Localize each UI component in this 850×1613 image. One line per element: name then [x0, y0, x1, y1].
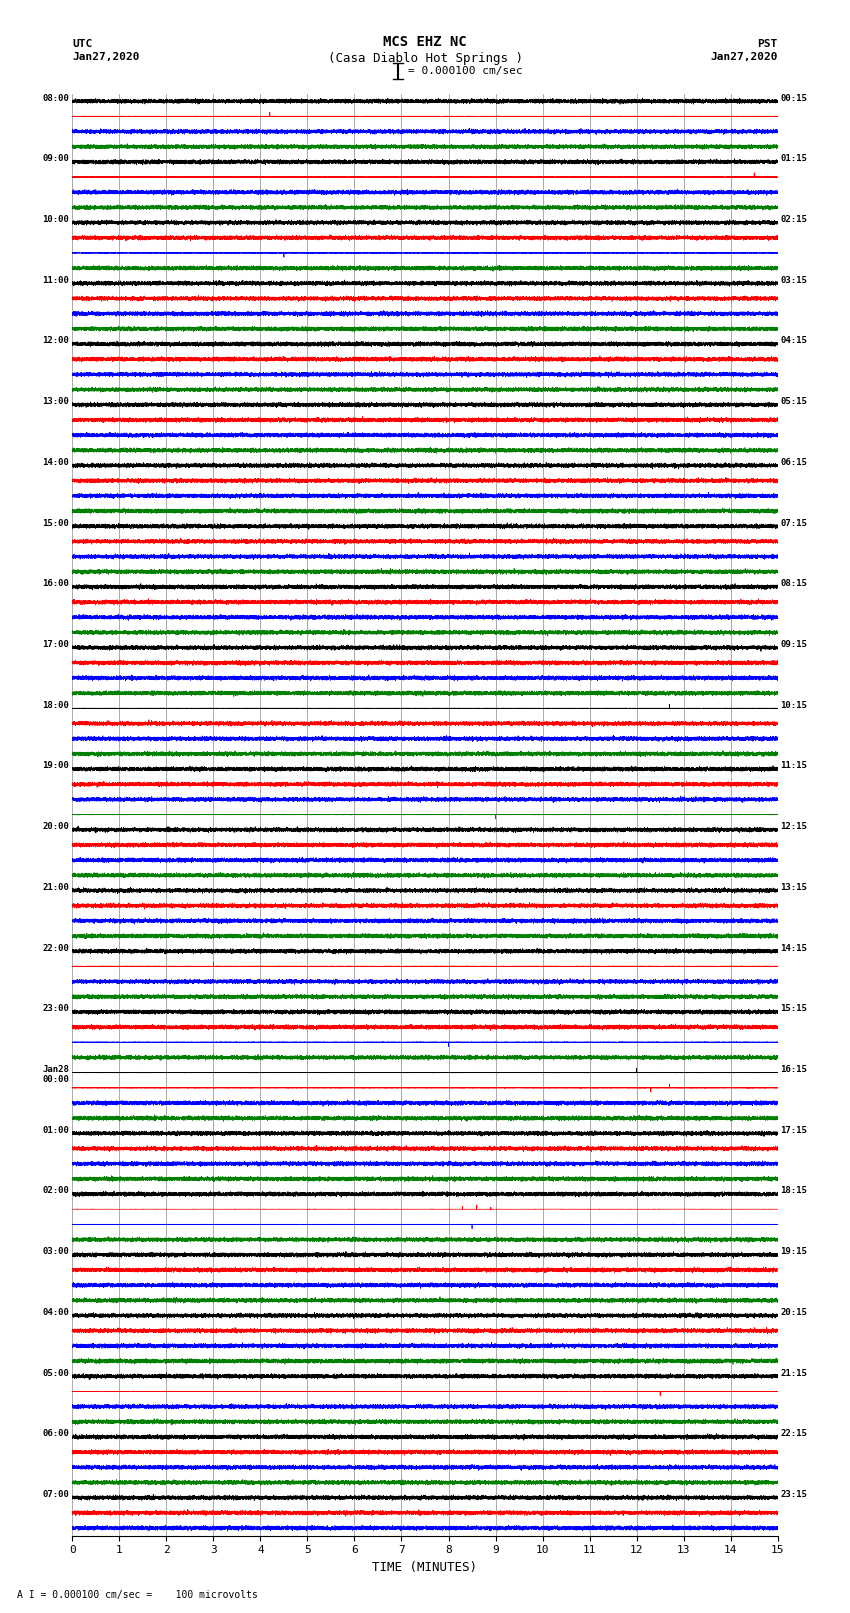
Text: 21:15: 21:15: [780, 1368, 808, 1378]
Text: 02:15: 02:15: [780, 215, 808, 224]
Text: 19:15: 19:15: [780, 1247, 808, 1257]
Text: 23:00: 23:00: [42, 1005, 70, 1013]
Text: Jan28
00:00: Jan28 00:00: [42, 1065, 70, 1084]
Text: 17:00: 17:00: [42, 640, 70, 648]
Text: 05:15: 05:15: [780, 397, 808, 406]
Text: 13:15: 13:15: [780, 882, 808, 892]
Text: 01:00: 01:00: [42, 1126, 70, 1134]
Text: 23:15: 23:15: [780, 1490, 808, 1498]
Text: 09:15: 09:15: [780, 640, 808, 648]
Text: 04:15: 04:15: [780, 337, 808, 345]
Text: 05:00: 05:00: [42, 1368, 70, 1378]
Text: 18:00: 18:00: [42, 700, 70, 710]
Text: 20:15: 20:15: [780, 1308, 808, 1316]
Text: 16:15: 16:15: [780, 1065, 808, 1074]
Text: MCS EHZ NC: MCS EHZ NC: [383, 35, 467, 50]
Text: 21:00: 21:00: [42, 882, 70, 892]
Text: 22:15: 22:15: [780, 1429, 808, 1439]
Text: 08:15: 08:15: [780, 579, 808, 589]
Text: 06:15: 06:15: [780, 458, 808, 466]
Text: 06:00: 06:00: [42, 1429, 70, 1439]
Text: 10:00: 10:00: [42, 215, 70, 224]
Text: = 0.000100 cm/sec: = 0.000100 cm/sec: [408, 66, 523, 76]
Text: 11:00: 11:00: [42, 276, 70, 286]
Text: 18:15: 18:15: [780, 1187, 808, 1195]
Text: 01:15: 01:15: [780, 155, 808, 163]
Text: 15:00: 15:00: [42, 518, 70, 527]
Text: 17:15: 17:15: [780, 1126, 808, 1134]
Text: 04:00: 04:00: [42, 1308, 70, 1316]
Text: 14:15: 14:15: [780, 944, 808, 953]
Text: 02:00: 02:00: [42, 1187, 70, 1195]
Text: 15:15: 15:15: [780, 1005, 808, 1013]
Text: 09:00: 09:00: [42, 155, 70, 163]
Text: PST: PST: [757, 39, 778, 48]
Text: 11:15: 11:15: [780, 761, 808, 771]
Text: 12:15: 12:15: [780, 823, 808, 831]
Text: 16:00: 16:00: [42, 579, 70, 589]
Text: 13:00: 13:00: [42, 397, 70, 406]
Text: 19:00: 19:00: [42, 761, 70, 771]
Text: 07:00: 07:00: [42, 1490, 70, 1498]
X-axis label: TIME (MINUTES): TIME (MINUTES): [372, 1561, 478, 1574]
Text: 14:00: 14:00: [42, 458, 70, 466]
Text: 10:15: 10:15: [780, 700, 808, 710]
Text: Jan27,2020: Jan27,2020: [711, 52, 778, 61]
Text: 07:15: 07:15: [780, 518, 808, 527]
Text: Jan27,2020: Jan27,2020: [72, 52, 139, 61]
Text: UTC: UTC: [72, 39, 93, 48]
Text: 22:00: 22:00: [42, 944, 70, 953]
Text: 20:00: 20:00: [42, 823, 70, 831]
Text: A I = 0.000100 cm/sec =    100 microvolts: A I = 0.000100 cm/sec = 100 microvolts: [17, 1590, 258, 1600]
Text: 08:00: 08:00: [42, 94, 70, 103]
Text: 03:00: 03:00: [42, 1247, 70, 1257]
Text: (Casa Diablo Hot Springs ): (Casa Diablo Hot Springs ): [327, 52, 523, 65]
Text: 03:15: 03:15: [780, 276, 808, 286]
Text: 12:00: 12:00: [42, 337, 70, 345]
Text: 00:15: 00:15: [780, 94, 808, 103]
